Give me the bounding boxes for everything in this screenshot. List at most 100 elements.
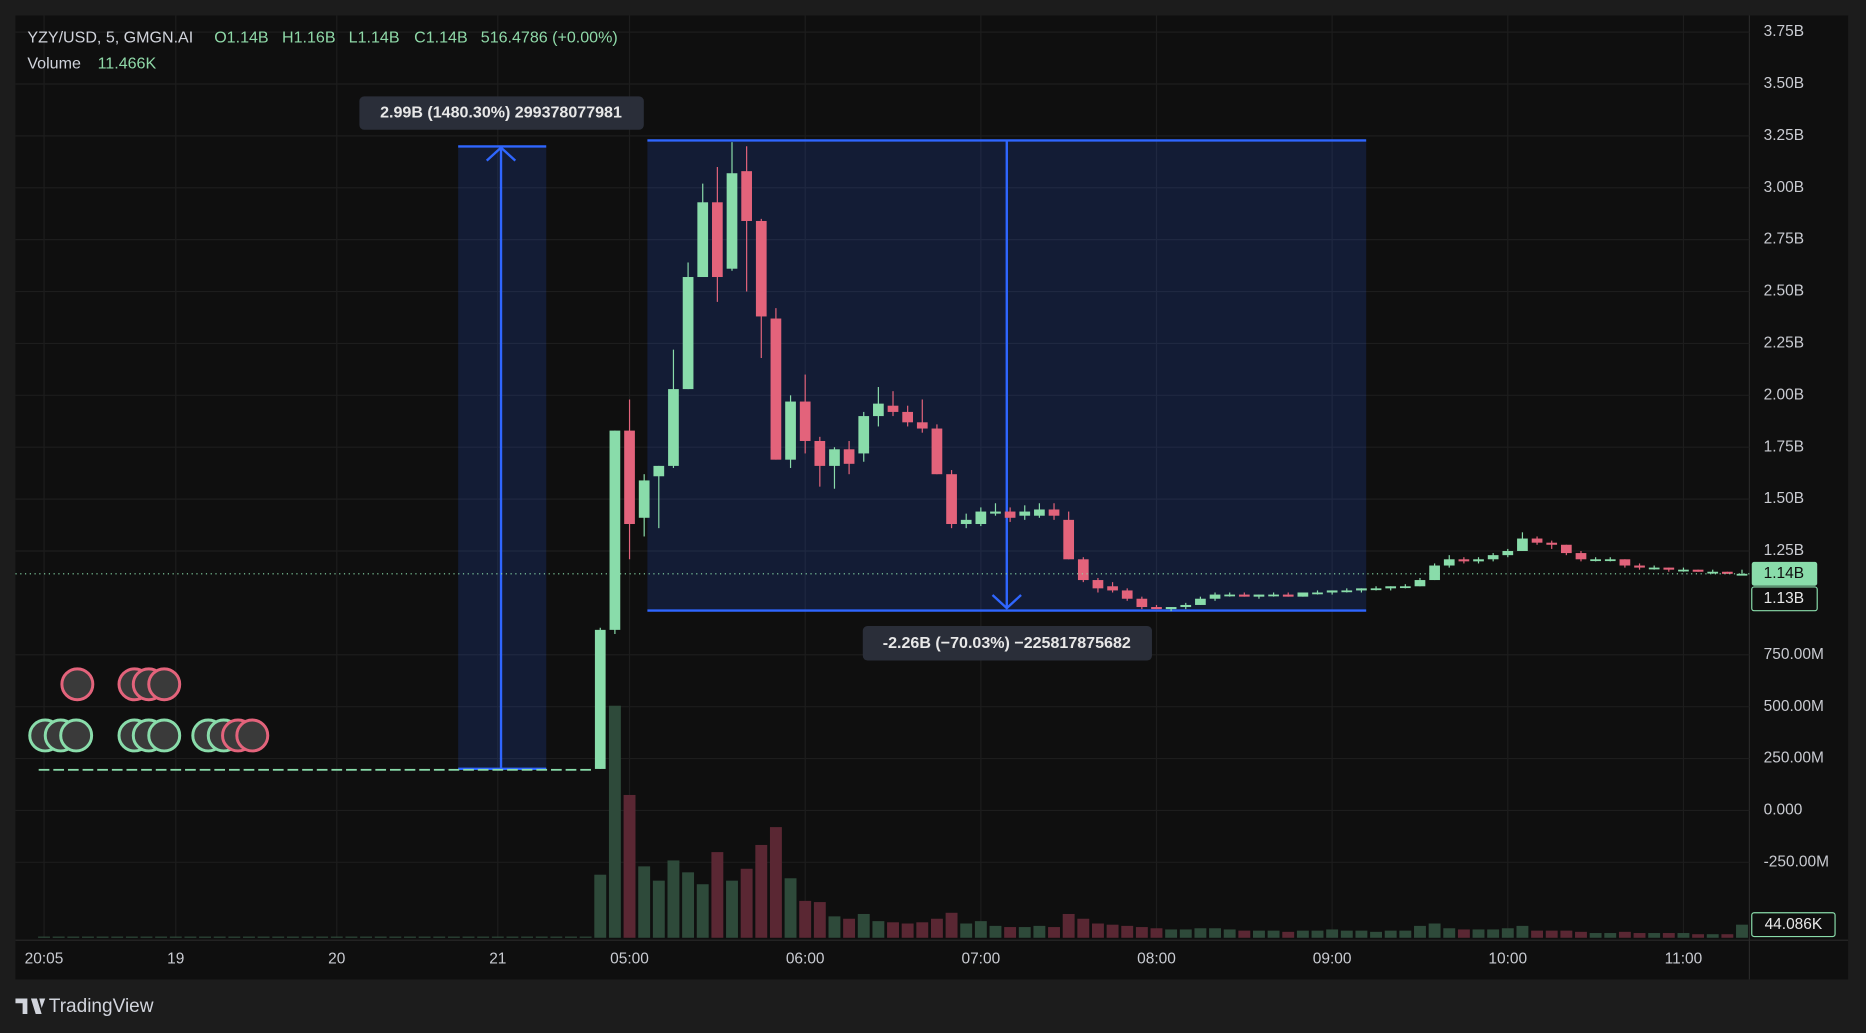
candle-body	[53, 768, 65, 771]
candle-body	[1356, 588, 1367, 591]
volume-bar	[1253, 930, 1265, 938]
candle-body	[1458, 559, 1470, 562]
candle-body	[1165, 607, 1177, 610]
candle-body	[316, 768, 328, 771]
volume-bar	[360, 936, 373, 938]
volume-bar	[828, 916, 841, 938]
candle-body	[111, 768, 123, 771]
candle-body	[492, 768, 504, 771]
y-tick-label: 2.25B	[1764, 335, 1804, 352]
candle-body	[565, 768, 577, 771]
volume-bar	[1018, 927, 1031, 938]
volume-bar	[1209, 928, 1221, 938]
candle-body	[1063, 519, 1075, 560]
volume-bar	[1589, 933, 1602, 938]
volume-bar	[960, 923, 973, 938]
volume-bar	[1340, 930, 1353, 938]
volume-bar	[579, 936, 592, 938]
volume-bar	[843, 918, 856, 938]
volume-bar	[286, 936, 299, 938]
candle-body	[272, 768, 284, 771]
volume-bar	[857, 913, 870, 938]
candle-body	[1253, 594, 1265, 597]
event-icon[interactable]	[60, 667, 95, 702]
candle-body	[931, 428, 943, 475]
volume-bar	[1048, 927, 1060, 938]
volume-bar	[1604, 933, 1617, 938]
volume-bar	[1033, 925, 1046, 938]
volume-bar	[1692, 934, 1705, 938]
x-tick-label: 09:00	[1313, 950, 1352, 967]
candle-body	[1238, 594, 1250, 597]
x-tick-label: 10:00	[1488, 950, 1527, 967]
volume-bar	[872, 921, 885, 938]
y-tick-label: 2.00B	[1764, 386, 1804, 403]
y-tick-label: 1.50B	[1764, 490, 1804, 507]
volume-bar	[1296, 930, 1309, 938]
candle-body	[858, 416, 870, 454]
candle-body	[1429, 565, 1440, 581]
candle-body	[741, 171, 752, 221]
volume-bar	[345, 936, 358, 938]
candle-body	[1034, 509, 1045, 516]
volume-bar	[784, 878, 797, 938]
candle-body	[1473, 559, 1484, 562]
candle-body	[1282, 594, 1294, 597]
candle-body	[1092, 580, 1104, 589]
x-tick-label: 06:00	[786, 950, 825, 967]
candle-body	[155, 768, 167, 771]
volume-bar	[96, 936, 109, 938]
volume-bar	[330, 936, 343, 938]
volume-bar	[1150, 928, 1163, 938]
volume-bar	[506, 936, 519, 938]
x-tick-label: 08:00	[1137, 950, 1176, 967]
candle-body	[550, 768, 562, 771]
event-icon[interactable]	[147, 667, 182, 702]
x-tick-label: 20	[328, 950, 345, 967]
candle-body	[170, 768, 182, 771]
candle-body	[1136, 598, 1148, 608]
volume-bar	[1721, 934, 1734, 938]
candles	[38, 142, 1748, 771]
volume-bar	[1194, 928, 1207, 938]
event-icon[interactable]	[147, 718, 182, 753]
candle-body	[1312, 592, 1323, 595]
candle-body	[1326, 590, 1338, 593]
candle-body	[1004, 511, 1016, 518]
candle-body	[228, 768, 240, 771]
volume-bar	[1414, 925, 1426, 938]
candle-body	[1121, 590, 1133, 599]
volume-bar	[1531, 930, 1544, 938]
candle-body	[346, 768, 357, 771]
volume-bar	[418, 936, 431, 938]
volume-bar	[1516, 925, 1529, 938]
candle-body	[624, 430, 635, 525]
volume-bar	[374, 936, 387, 938]
axes: 3.75B 3.50B 3.25B 3.00B 2.75B 2.50B 2.25B 2.00B…	[15, 23, 1836, 967]
volume-bar	[916, 922, 929, 938]
grid	[15, 15, 1750, 938]
candle-body	[1560, 544, 1572, 554]
candle-body	[873, 403, 884, 417]
candle-body	[1414, 580, 1426, 587]
volume-bar	[316, 936, 329, 938]
measure-label-box	[359, 96, 644, 130]
volume-bar	[1736, 924, 1748, 938]
volume-bar	[740, 868, 753, 938]
volume-bar	[272, 936, 285, 938]
candle-body	[1678, 569, 1689, 572]
candle-body	[829, 449, 840, 466]
volume-bar	[1121, 925, 1134, 938]
event-icon[interactable]	[235, 718, 270, 753]
volume-bar	[1501, 928, 1514, 938]
y-tick-label: 1.25B	[1764, 542, 1804, 559]
event-icon[interactable]	[59, 718, 94, 753]
volume-bar	[81, 936, 94, 938]
x-tick-label: 07:00	[961, 950, 1000, 967]
brand-logo	[15, 998, 46, 1014]
y-tick-label: 3.25B	[1764, 127, 1804, 144]
volume-bar	[52, 936, 65, 938]
volume-bar	[1077, 918, 1090, 938]
volume-bar	[696, 884, 709, 938]
candle-body	[682, 277, 694, 390]
